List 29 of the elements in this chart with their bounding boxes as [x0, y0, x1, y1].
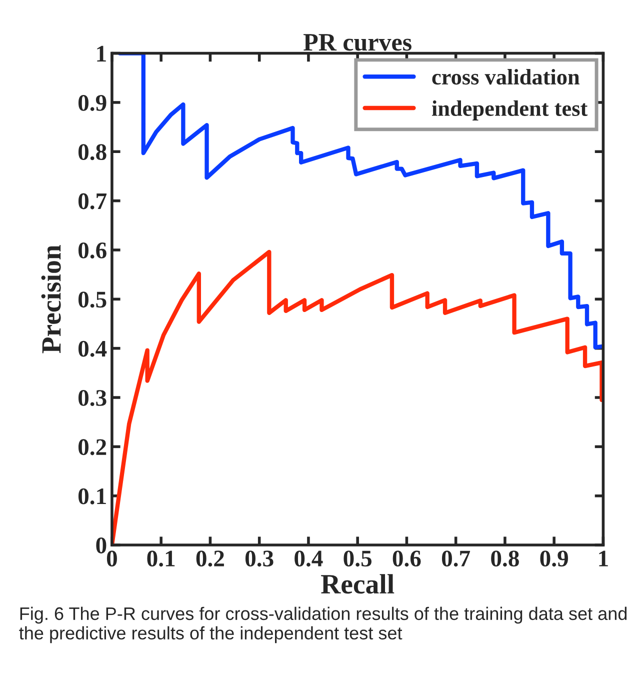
y-tick-label: 0.2 — [78, 439, 106, 456]
y-tick-label: 0 — [96, 538, 106, 554]
x-tick-label: 0.7 — [442, 550, 470, 567]
x-tick-label: 0.9 — [540, 550, 568, 567]
x-tick-label: 0.6 — [392, 550, 421, 567]
y-tick-label: 0.8 — [78, 144, 106, 160]
y-tick-label: 0.3 — [78, 390, 106, 406]
caption: Fig. 6 The P-R curves for cross-validation results of the training data set and the predictive results of the independent test set — [19, 606, 627, 644]
y-tick-label: 0.5 — [78, 292, 106, 308]
y-axis-title: Precision — [41, 245, 61, 354]
x-tick-label: 0.3 — [245, 550, 274, 567]
chart-title: PR curves — [304, 34, 412, 51]
legend-label: independent test — [432, 100, 588, 121]
y-tick-label: 0.6 — [78, 242, 106, 259]
x-axis-title: Recall — [321, 574, 394, 594]
y-tick-label: 0.9 — [78, 94, 106, 111]
y-tick-label: 0.1 — [78, 488, 106, 504]
legend-label: cross validation — [432, 68, 580, 85]
x-tick-label: 0.5 — [344, 550, 372, 567]
x-tick-label: 1 — [599, 550, 608, 566]
x-tick-label: 0.4 — [294, 550, 323, 567]
x-tick-label: 0 — [106, 550, 117, 567]
line-series — [118, 53, 604, 350]
x-tick-label: 0.8 — [491, 550, 519, 567]
y-tick-label: 0.7 — [78, 193, 107, 210]
x-tick-label: 0.2 — [196, 550, 224, 567]
x-tick-label: 0.1 — [147, 550, 175, 567]
y-tick-label: 0.4 — [78, 340, 107, 357]
y-tick-label: 1 — [97, 46, 106, 62]
